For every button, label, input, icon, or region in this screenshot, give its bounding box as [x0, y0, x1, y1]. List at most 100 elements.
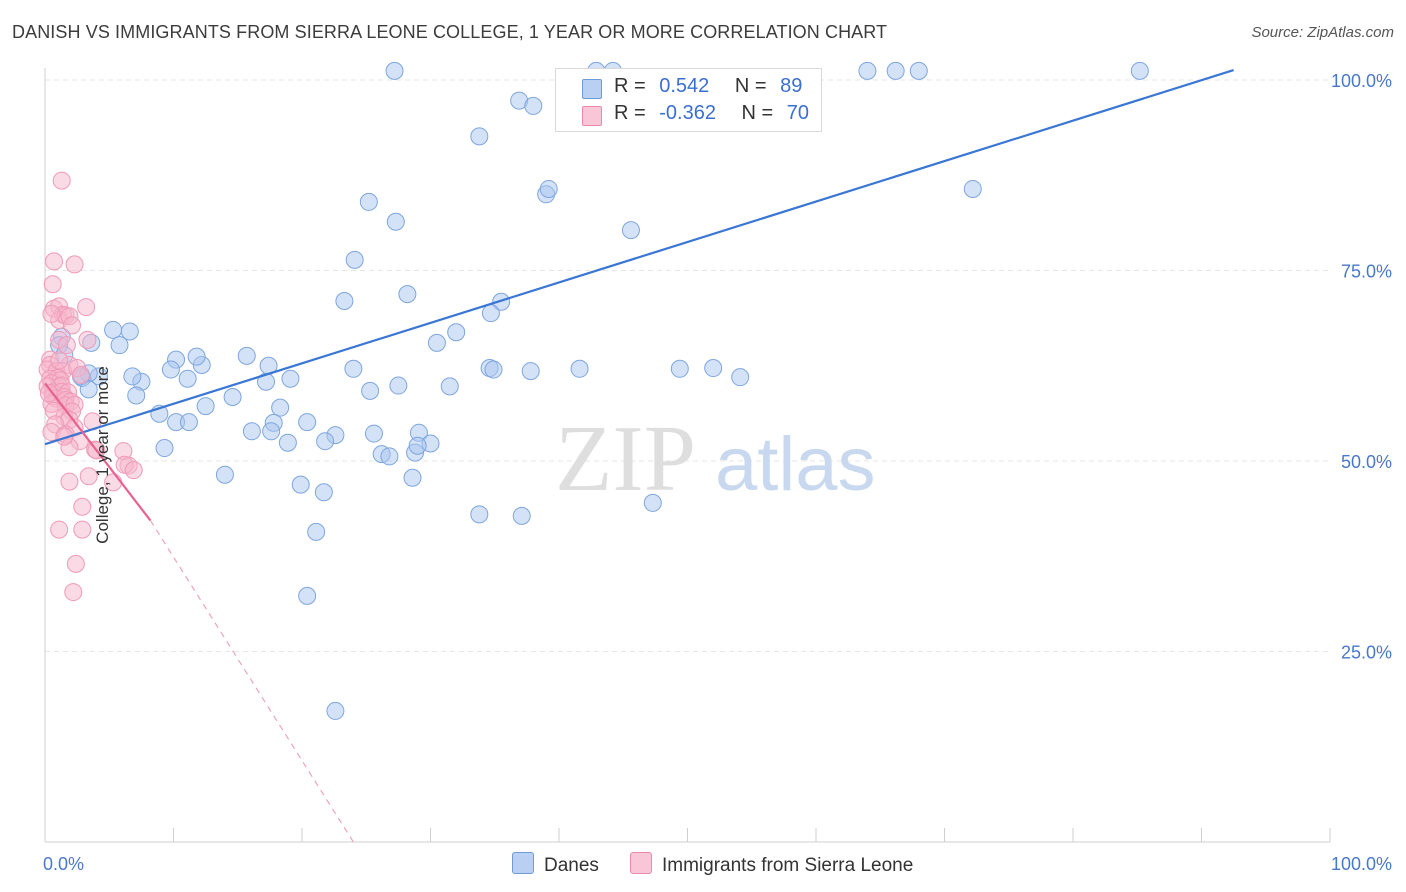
danes-point: [271, 398, 290, 417]
stats-legend: R = 0.542 N = 89 R = -0.362 N = 70: [555, 68, 822, 132]
danes-point: [539, 179, 558, 198]
sierra-leone-point: [44, 252, 63, 271]
sierra-leone-point: [78, 330, 97, 349]
danes-point: [110, 336, 129, 355]
danes-point: [484, 360, 503, 379]
danes-point: [440, 377, 459, 396]
legend-swatch-pink: [582, 106, 602, 126]
legend-item-sierra-leone[interactable]: Immigrants from Sierra Leone: [630, 852, 913, 877]
sierra-leone-point: [71, 365, 90, 384]
danes-point: [307, 522, 326, 541]
danes-point: [359, 192, 378, 211]
watermark: ZIP atlas: [555, 407, 876, 511]
legend-label-danes: Danes: [544, 855, 599, 876]
danes-point: [621, 221, 640, 240]
sierra-leone-point: [57, 336, 76, 355]
danes-point: [570, 359, 589, 378]
danes-point: [123, 367, 142, 386]
sierra-leone-point: [79, 467, 98, 486]
x-tick-label: 0.0%: [43, 854, 84, 874]
sierra-leone-point: [65, 255, 84, 274]
danes-point: [704, 359, 723, 378]
danes-point: [364, 424, 383, 443]
danes-point: [386, 212, 405, 231]
sierra-leone-point: [66, 554, 85, 573]
danes-point: [79, 380, 98, 399]
danes-point: [447, 323, 466, 342]
danes-point: [257, 372, 276, 391]
danes-point: [187, 347, 206, 366]
sierra-leone-point: [62, 316, 81, 335]
danes-point: [179, 413, 198, 432]
danes-point: [385, 61, 404, 80]
danes-point: [335, 291, 354, 310]
danes-point: [242, 422, 261, 441]
danes-point: [262, 422, 281, 441]
sierra-leone-point: [60, 472, 79, 491]
sierra-leone-point: [124, 461, 143, 480]
danes-point: [215, 465, 234, 484]
danes-point: [344, 359, 363, 378]
danes-point: [291, 475, 310, 494]
y-axis-label: College, 1 year or more: [92, 366, 112, 544]
y-tick-label: 75.0%: [1341, 262, 1392, 282]
danes-point: [524, 96, 543, 115]
axes: [44, 68, 1331, 843]
legend-item-danes[interactable]: Danes: [512, 852, 599, 877]
sierra-leone-swatch-icon: [630, 852, 652, 874]
danes-trend-line: [44, 69, 1234, 446]
danes-point: [731, 368, 750, 387]
sierra-leone-trend-extension: [149, 520, 354, 843]
danes-point: [670, 359, 689, 378]
danes-point: [470, 505, 489, 524]
danes-point: [643, 493, 662, 512]
danes-point: [298, 586, 317, 605]
danes-point: [408, 436, 427, 455]
danes-point: [178, 369, 197, 388]
trend-lines: [44, 69, 1234, 843]
y-tick-label: 50.0%: [1341, 452, 1392, 472]
danes-point: [223, 387, 242, 406]
danes-point: [963, 179, 982, 198]
danes-point: [512, 506, 531, 525]
sierra-leone-point: [64, 583, 83, 602]
legend-n-label: N =: [741, 102, 774, 124]
sierra-leone-point: [52, 171, 71, 190]
danes-point: [858, 61, 877, 80]
danes-point: [104, 320, 123, 339]
legend-n-value: 70: [786, 102, 810, 124]
watermark-atlas: atlas: [715, 422, 876, 507]
danes-point: [380, 447, 399, 466]
legend-label-sierra-leone: Immigrants from Sierra Leone: [662, 855, 914, 876]
legend-r-value: 0.542: [659, 75, 710, 97]
danes-point: [161, 360, 180, 379]
source-credit: Source: ZipAtlas.com: [1251, 24, 1394, 41]
danes-point: [127, 386, 146, 405]
danes-point: [298, 413, 317, 432]
danes-point: [427, 333, 446, 352]
danes-point: [886, 61, 905, 80]
danes-point: [403, 468, 422, 487]
danes-point: [521, 362, 540, 381]
danes-point: [316, 432, 335, 451]
y-tick-label: 100.0%: [1331, 71, 1392, 91]
danes-point: [281, 369, 300, 388]
sierra-leone-trend-line: [44, 382, 152, 522]
sierra-leone-point: [50, 520, 69, 539]
sierra-leone-point: [42, 304, 61, 323]
danes-point: [398, 285, 417, 304]
danes-point: [120, 322, 139, 341]
chart-title: DANISH VS IMMIGRANTS FROM SIERRA LEONE C…: [12, 22, 888, 42]
danes-swatch-icon: [512, 852, 534, 874]
sierra-leone-point: [73, 497, 92, 516]
danes-point: [314, 483, 333, 502]
danes-point: [196, 397, 215, 416]
danes-point: [470, 127, 489, 146]
legend-r-label: R =: [614, 75, 646, 97]
danes-point: [278, 433, 297, 452]
danes-point: [389, 376, 408, 395]
watermark-zip: ZIP: [555, 407, 696, 511]
sierra-leone-point: [39, 384, 58, 403]
danes-point: [326, 701, 345, 720]
legend-r-value: -0.362: [659, 102, 716, 124]
